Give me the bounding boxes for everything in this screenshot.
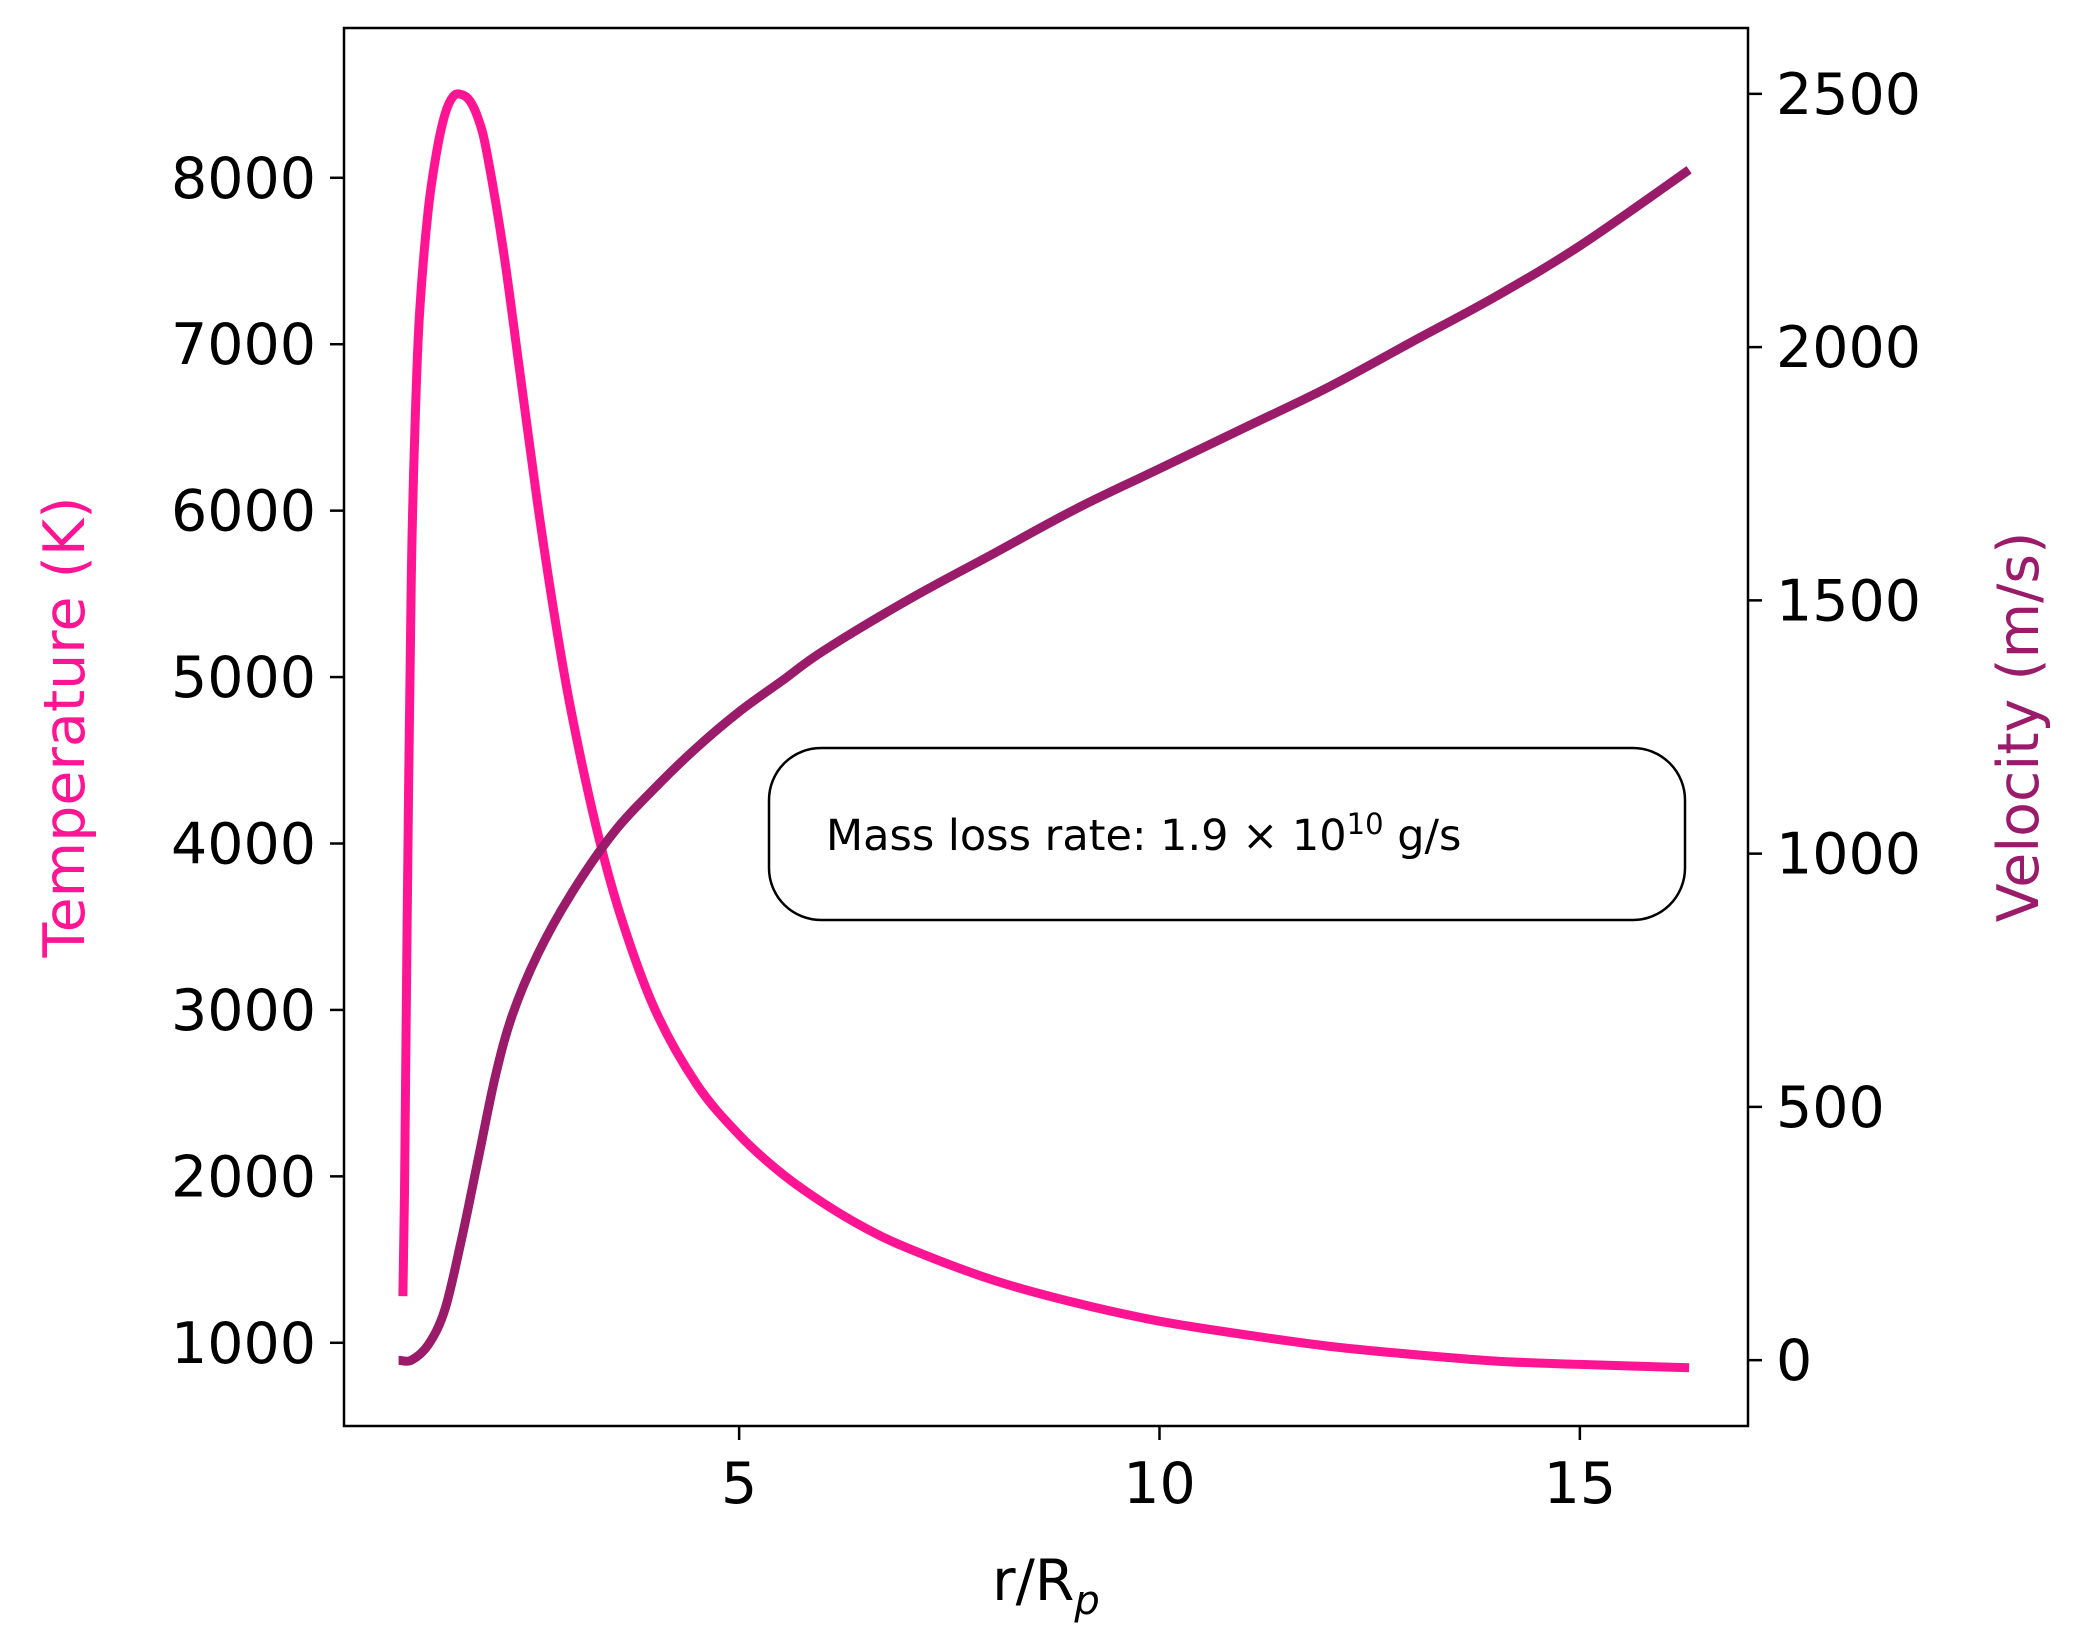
right-tick-label: 500 [1776, 1075, 1885, 1141]
left-tick-label: 3000 [171, 978, 316, 1044]
x-axis-ticks: 5 10 15 [721, 1426, 1616, 1517]
right-axis-title: Velocity (m/s) [1986, 532, 2052, 923]
x-axis-title: r/Rp [992, 1548, 1100, 1624]
left-axis-ticks: 1000 2000 3000 4000 5000 6000 7000 8000 [171, 146, 344, 1377]
series-lines [398, 89, 1692, 1373]
right-tick-label: 1500 [1776, 568, 1921, 634]
x-axis-title-sub: p [1073, 1578, 1099, 1624]
left-tick-label: 2000 [171, 1144, 316, 1210]
left-tick-label: 8000 [171, 146, 316, 212]
annotation-prefix: Mass loss rate: 1.9 × 10 [826, 811, 1347, 861]
right-tick-label: 2000 [1776, 315, 1921, 381]
x-tick-label: 15 [1544, 1451, 1617, 1517]
annotation-exponent: 10 [1347, 807, 1384, 841]
annotation-suffix: g/s [1384, 811, 1462, 861]
x-tick-label: 10 [1123, 1451, 1196, 1517]
left-tick-label: 5000 [171, 645, 316, 711]
right-axis-ticks: 0 500 1000 1500 2000 2500 [1748, 62, 1921, 1394]
plot-frame [342, 26, 1750, 1428]
left-tick-label: 4000 [171, 812, 316, 878]
left-tick-label: 6000 [171, 479, 316, 545]
right-tick-label: 0 [1776, 1328, 1812, 1394]
right-tick-label: 1000 [1776, 822, 1921, 888]
left-axis-title: Temperature (K) [32, 496, 98, 958]
annotation-box: Mass loss rate: 1.9 × 1010 g/s [767, 746, 1687, 922]
left-tick-label: 7000 [171, 312, 316, 378]
annotation-box-frame [767, 746, 1687, 922]
x-axis-title-main: r/R [992, 1548, 1074, 1614]
annotation-text: Mass loss rate: 1.9 × 1010 g/s [826, 807, 1461, 861]
x-tick-label: 5 [721, 1451, 757, 1517]
temperature-line [398, 89, 1690, 1373]
left-tick-label: 1000 [171, 1311, 316, 1377]
right-tick-label: 2500 [1776, 62, 1921, 128]
velocity-line [398, 166, 1692, 1366]
